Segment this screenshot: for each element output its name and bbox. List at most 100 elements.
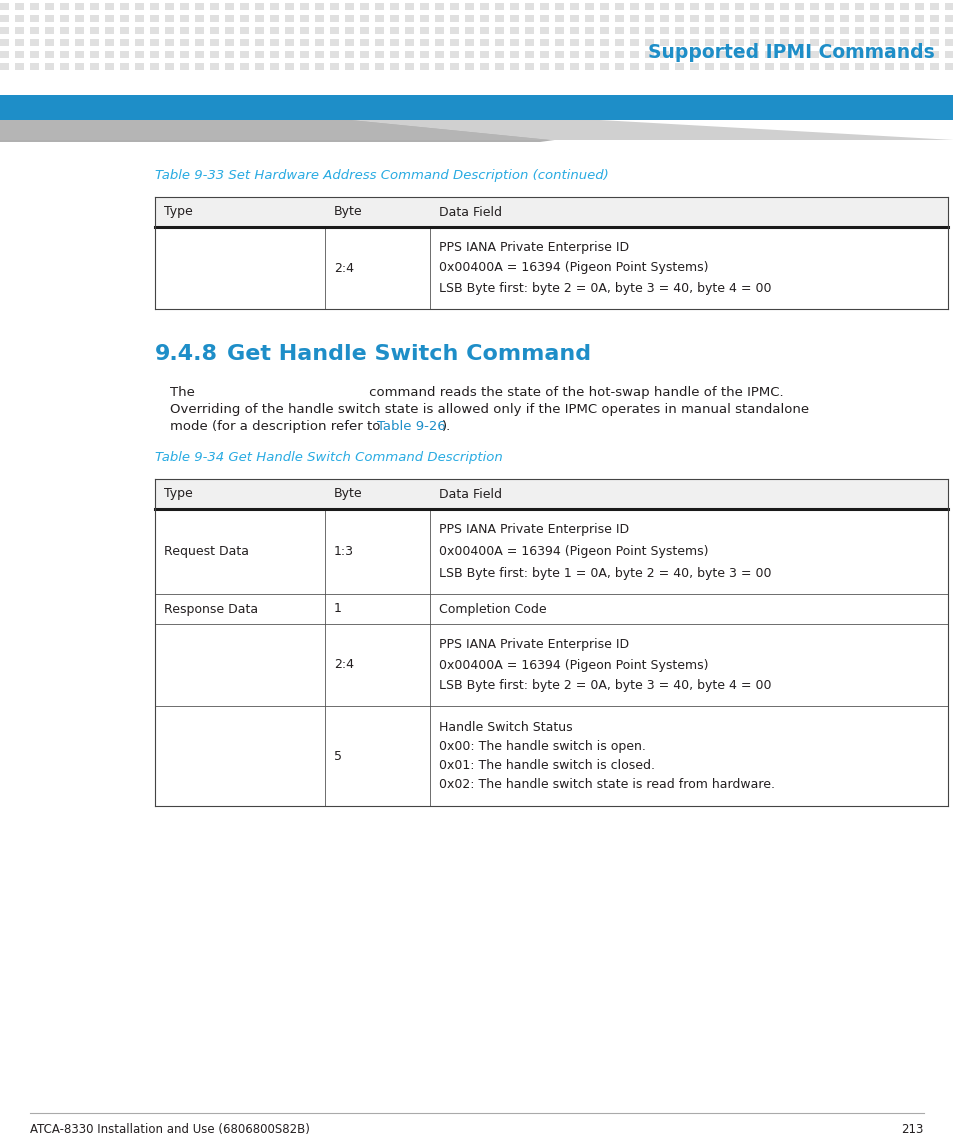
Bar bbox=[0, 63, 9, 70]
Bar bbox=[510, 15, 518, 22]
Bar bbox=[584, 15, 594, 22]
Bar bbox=[375, 52, 384, 58]
Text: Byte: Byte bbox=[334, 205, 362, 219]
Bar bbox=[914, 63, 923, 70]
Bar bbox=[794, 15, 803, 22]
Bar bbox=[345, 39, 354, 46]
Bar bbox=[0, 15, 9, 22]
Bar bbox=[615, 63, 623, 70]
Bar bbox=[599, 52, 608, 58]
Bar bbox=[644, 15, 654, 22]
Bar bbox=[479, 15, 489, 22]
Bar bbox=[704, 15, 713, 22]
Bar bbox=[854, 63, 863, 70]
Bar bbox=[75, 27, 84, 34]
Bar bbox=[450, 63, 458, 70]
Bar bbox=[840, 15, 848, 22]
Bar bbox=[809, 52, 818, 58]
Bar bbox=[615, 39, 623, 46]
Bar bbox=[555, 27, 563, 34]
Bar bbox=[615, 52, 623, 58]
Bar bbox=[479, 52, 489, 58]
Bar bbox=[359, 3, 369, 10]
Bar bbox=[194, 52, 204, 58]
Bar bbox=[749, 15, 759, 22]
Bar bbox=[405, 39, 414, 46]
Bar bbox=[345, 63, 354, 70]
Bar bbox=[659, 15, 668, 22]
Bar bbox=[154, 479, 947, 510]
Bar bbox=[285, 52, 294, 58]
Bar bbox=[225, 39, 233, 46]
Bar bbox=[659, 3, 668, 10]
Bar bbox=[794, 39, 803, 46]
Bar bbox=[194, 39, 204, 46]
Bar bbox=[749, 63, 759, 70]
Bar bbox=[809, 15, 818, 22]
Bar bbox=[405, 15, 414, 22]
Bar bbox=[764, 27, 773, 34]
Bar bbox=[884, 63, 893, 70]
Bar bbox=[555, 39, 563, 46]
Bar bbox=[435, 39, 443, 46]
Bar bbox=[869, 52, 878, 58]
Bar bbox=[45, 63, 54, 70]
Text: Table 9-34 Get Handle Switch Command Description: Table 9-34 Get Handle Switch Command Des… bbox=[154, 450, 502, 464]
Bar bbox=[254, 3, 264, 10]
Bar bbox=[210, 39, 219, 46]
Bar bbox=[75, 39, 84, 46]
Bar bbox=[659, 39, 668, 46]
Bar bbox=[60, 63, 69, 70]
Bar bbox=[419, 39, 429, 46]
Bar bbox=[15, 27, 24, 34]
Bar bbox=[734, 39, 743, 46]
Bar bbox=[689, 63, 699, 70]
Bar bbox=[675, 15, 683, 22]
Bar bbox=[944, 63, 953, 70]
Bar bbox=[210, 27, 219, 34]
Bar bbox=[154, 197, 947, 227]
Bar bbox=[165, 3, 173, 10]
Bar bbox=[450, 27, 458, 34]
Bar bbox=[240, 63, 249, 70]
Bar bbox=[944, 15, 953, 22]
Bar bbox=[644, 63, 654, 70]
Bar bbox=[495, 27, 503, 34]
Bar bbox=[824, 52, 833, 58]
Bar bbox=[314, 27, 324, 34]
Bar bbox=[135, 52, 144, 58]
Text: The                                         command reads the state of the hot-s: The command reads the state of the hot-s bbox=[170, 386, 782, 398]
Bar bbox=[405, 63, 414, 70]
Bar bbox=[419, 63, 429, 70]
Bar bbox=[824, 63, 833, 70]
Bar bbox=[644, 52, 654, 58]
Bar bbox=[555, 63, 563, 70]
Bar bbox=[704, 39, 713, 46]
Bar bbox=[154, 706, 947, 806]
Bar bbox=[479, 63, 489, 70]
Bar bbox=[194, 27, 204, 34]
Bar bbox=[299, 27, 309, 34]
Text: Type: Type bbox=[164, 488, 193, 500]
Text: 0x00400A = 16394 (Pigeon Point Systems): 0x00400A = 16394 (Pigeon Point Systems) bbox=[438, 545, 708, 558]
Bar bbox=[854, 39, 863, 46]
Text: PPS IANA Private Enterprise ID: PPS IANA Private Enterprise ID bbox=[438, 240, 628, 254]
Text: Get Handle Switch Command: Get Handle Switch Command bbox=[227, 344, 591, 364]
Bar bbox=[524, 63, 534, 70]
Bar bbox=[539, 15, 548, 22]
Bar bbox=[824, 15, 833, 22]
Bar bbox=[254, 52, 264, 58]
Bar bbox=[330, 15, 338, 22]
Bar bbox=[120, 52, 129, 58]
Bar bbox=[899, 52, 908, 58]
Bar bbox=[435, 27, 443, 34]
Bar bbox=[749, 27, 759, 34]
Bar bbox=[720, 27, 728, 34]
Bar bbox=[75, 63, 84, 70]
Bar bbox=[270, 3, 278, 10]
Bar bbox=[435, 52, 443, 58]
Bar bbox=[165, 27, 173, 34]
Bar bbox=[225, 63, 233, 70]
Bar bbox=[899, 15, 908, 22]
Bar bbox=[764, 15, 773, 22]
